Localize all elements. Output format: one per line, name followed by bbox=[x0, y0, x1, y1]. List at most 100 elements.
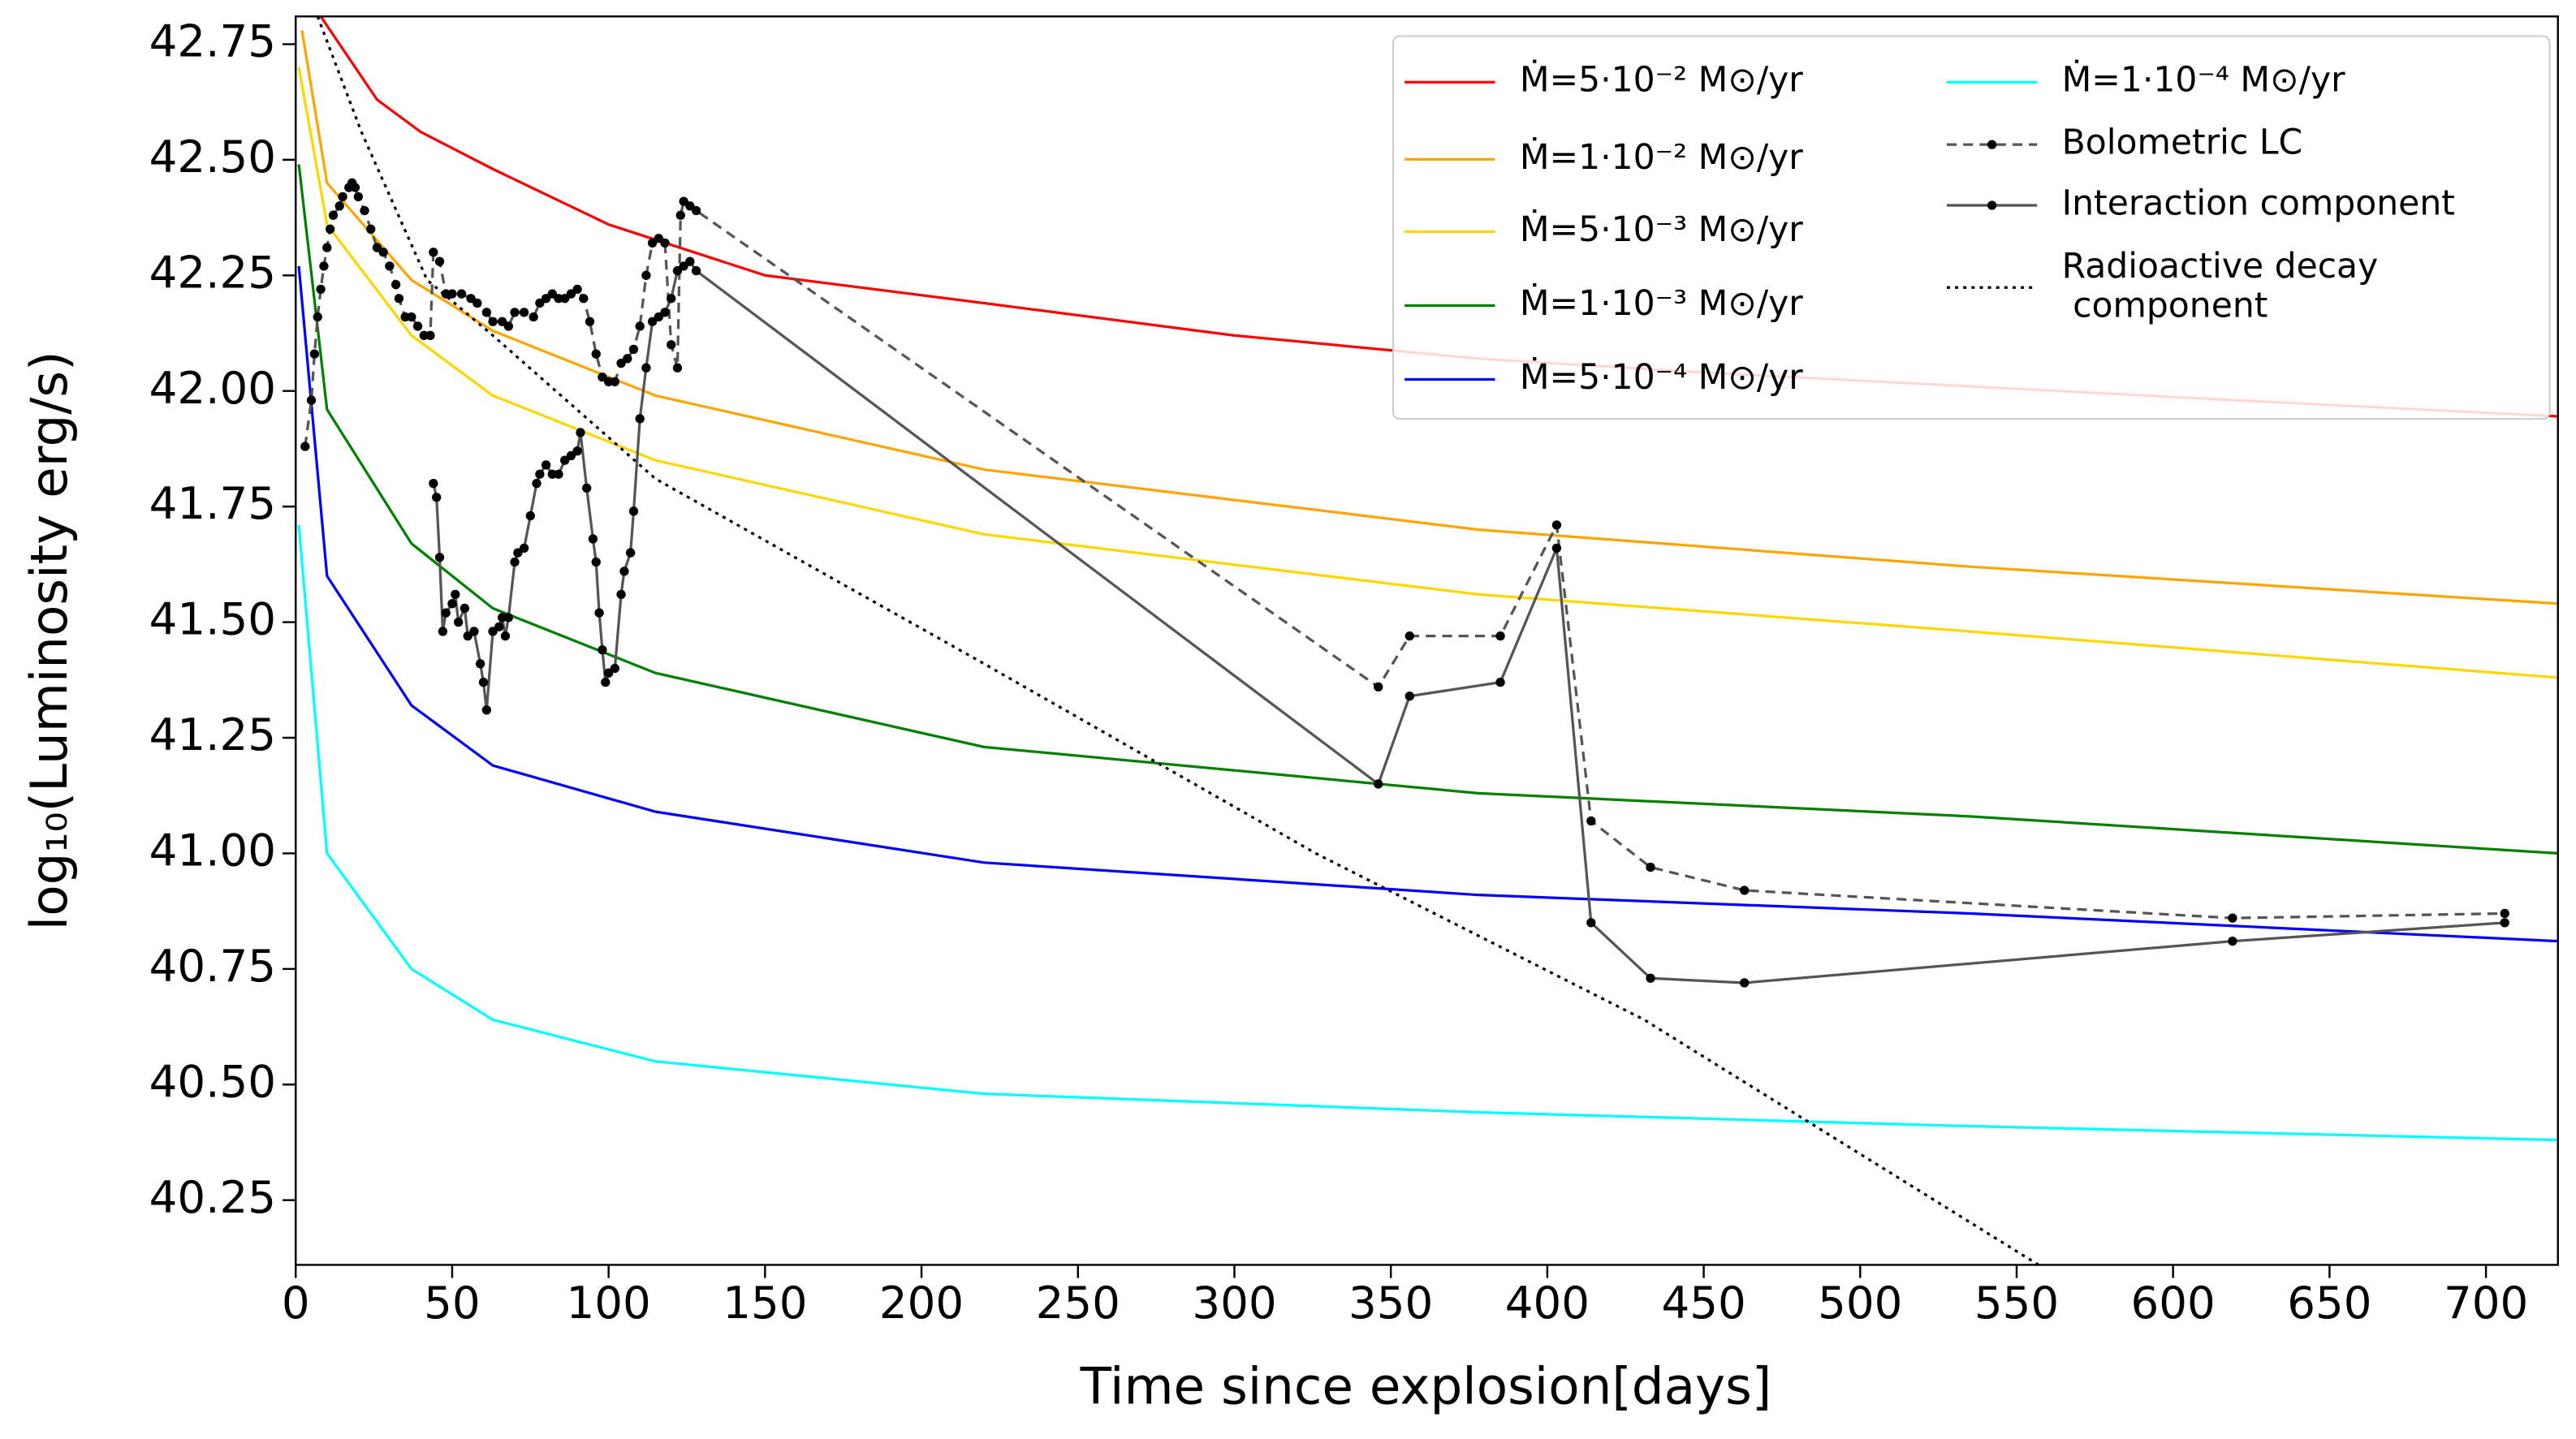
y-tick-label: 42.50 bbox=[149, 131, 276, 183]
data-point bbox=[554, 469, 563, 479]
data-point bbox=[510, 308, 520, 317]
data-point bbox=[2500, 908, 2509, 919]
y-tick-label: 42.00 bbox=[149, 362, 276, 414]
data-point bbox=[635, 414, 645, 424]
y-tick-label: 41.50 bbox=[149, 593, 276, 645]
x-tick-label: 50 bbox=[424, 1277, 481, 1329]
data-point bbox=[529, 312, 538, 322]
data-point bbox=[313, 312, 322, 322]
data-point bbox=[2500, 918, 2509, 928]
data-point bbox=[591, 557, 601, 567]
x-tick-label: 0 bbox=[282, 1277, 310, 1329]
data-point bbox=[623, 354, 632, 364]
data-point bbox=[1551, 543, 1562, 554]
x-tick-label: 100 bbox=[567, 1277, 651, 1329]
data-point bbox=[598, 645, 607, 655]
y-tick-label: 41.00 bbox=[149, 825, 276, 877]
legend-label: Ṁ=5·10⁻² M⊙/yr bbox=[1520, 60, 1803, 101]
data-point bbox=[353, 192, 363, 202]
data-point bbox=[434, 553, 445, 562]
data-point bbox=[1374, 682, 1383, 691]
data-point bbox=[434, 256, 445, 266]
data-point bbox=[394, 294, 404, 304]
x-tick-label: 450 bbox=[1661, 1277, 1745, 1329]
data-point bbox=[641, 270, 651, 280]
data-point bbox=[591, 349, 601, 359]
x-tick-label: 350 bbox=[1348, 1277, 1433, 1329]
data-point bbox=[1495, 677, 1505, 687]
data-point bbox=[429, 478, 438, 489]
data-point bbox=[628, 344, 639, 355]
legend-marker bbox=[1987, 200, 1997, 210]
data-point bbox=[407, 312, 416, 322]
data-point bbox=[519, 543, 529, 554]
legend-label: Ṁ=1·10⁻³ M⊙/yr bbox=[1520, 283, 1803, 324]
data-point bbox=[451, 589, 460, 600]
series-line bbox=[297, 164, 2558, 855]
data-point bbox=[425, 330, 435, 341]
x-tick-label: 700 bbox=[2444, 1277, 2528, 1329]
data-point bbox=[390, 280, 401, 290]
legend-label: Radioactive decay component bbox=[2062, 246, 2379, 325]
data-point bbox=[360, 205, 369, 216]
data-point bbox=[585, 317, 595, 326]
data-point bbox=[429, 248, 438, 257]
data-point bbox=[572, 284, 582, 295]
y-tick-label: 41.25 bbox=[149, 709, 276, 760]
data-point bbox=[672, 363, 683, 373]
data-point bbox=[412, 321, 423, 331]
y-tick-label: 40.50 bbox=[149, 1055, 276, 1107]
data-point bbox=[594, 608, 604, 618]
data-point bbox=[619, 567, 629, 576]
data-point bbox=[334, 201, 344, 211]
legend-label: Ṁ=1·10⁻² M⊙/yr bbox=[1520, 137, 1803, 178]
data-point bbox=[319, 261, 329, 271]
series-line bbox=[297, 265, 2558, 943]
legend-label: Ṁ=5·10⁻⁴ M⊙/yr bbox=[1520, 357, 1803, 398]
data-point bbox=[576, 428, 585, 437]
data-point bbox=[300, 442, 310, 451]
data-point bbox=[447, 289, 457, 299]
data-point bbox=[481, 308, 492, 317]
data-point bbox=[660, 238, 670, 248]
data-point bbox=[1646, 862, 1655, 872]
data-point bbox=[667, 340, 676, 350]
data-point bbox=[535, 469, 545, 479]
data-point bbox=[588, 534, 598, 544]
data-point bbox=[500, 631, 511, 641]
data-point bbox=[628, 506, 639, 516]
y-tick-label: 42.25 bbox=[149, 246, 276, 298]
data-point bbox=[685, 256, 695, 266]
data-point bbox=[582, 483, 592, 493]
data-point bbox=[572, 446, 582, 456]
data-point bbox=[488, 317, 498, 326]
data-point bbox=[675, 210, 685, 220]
data-point bbox=[519, 308, 529, 317]
data-point bbox=[601, 677, 611, 687]
data-point bbox=[460, 603, 470, 614]
plot-frame bbox=[295, 15, 2559, 1266]
x-tick-label: 500 bbox=[1818, 1277, 1902, 1329]
data-point bbox=[385, 261, 395, 271]
legend-label-line: component bbox=[2062, 286, 2268, 325]
data-point bbox=[1586, 816, 1596, 826]
data-point bbox=[525, 511, 535, 521]
data-point bbox=[328, 210, 339, 220]
legend-label-line: Radioactive decay bbox=[2062, 246, 2379, 286]
y-tick-label: 40.25 bbox=[149, 1171, 276, 1223]
x-tick-label: 150 bbox=[723, 1277, 807, 1329]
y-tick-label: 40.75 bbox=[149, 940, 276, 992]
data-point bbox=[503, 321, 513, 331]
x-tick-label: 550 bbox=[1974, 1277, 2059, 1329]
data-point bbox=[475, 659, 485, 669]
data-point bbox=[325, 224, 335, 234]
legend-box bbox=[1392, 35, 2551, 420]
y-tick-label: 42.75 bbox=[149, 15, 276, 67]
data-point bbox=[1646, 973, 1655, 983]
data-point bbox=[316, 284, 326, 295]
series-line bbox=[297, 67, 2558, 679]
data-point bbox=[441, 608, 451, 618]
x-tick-label: 650 bbox=[2287, 1277, 2371, 1329]
data-point bbox=[1740, 978, 1750, 988]
